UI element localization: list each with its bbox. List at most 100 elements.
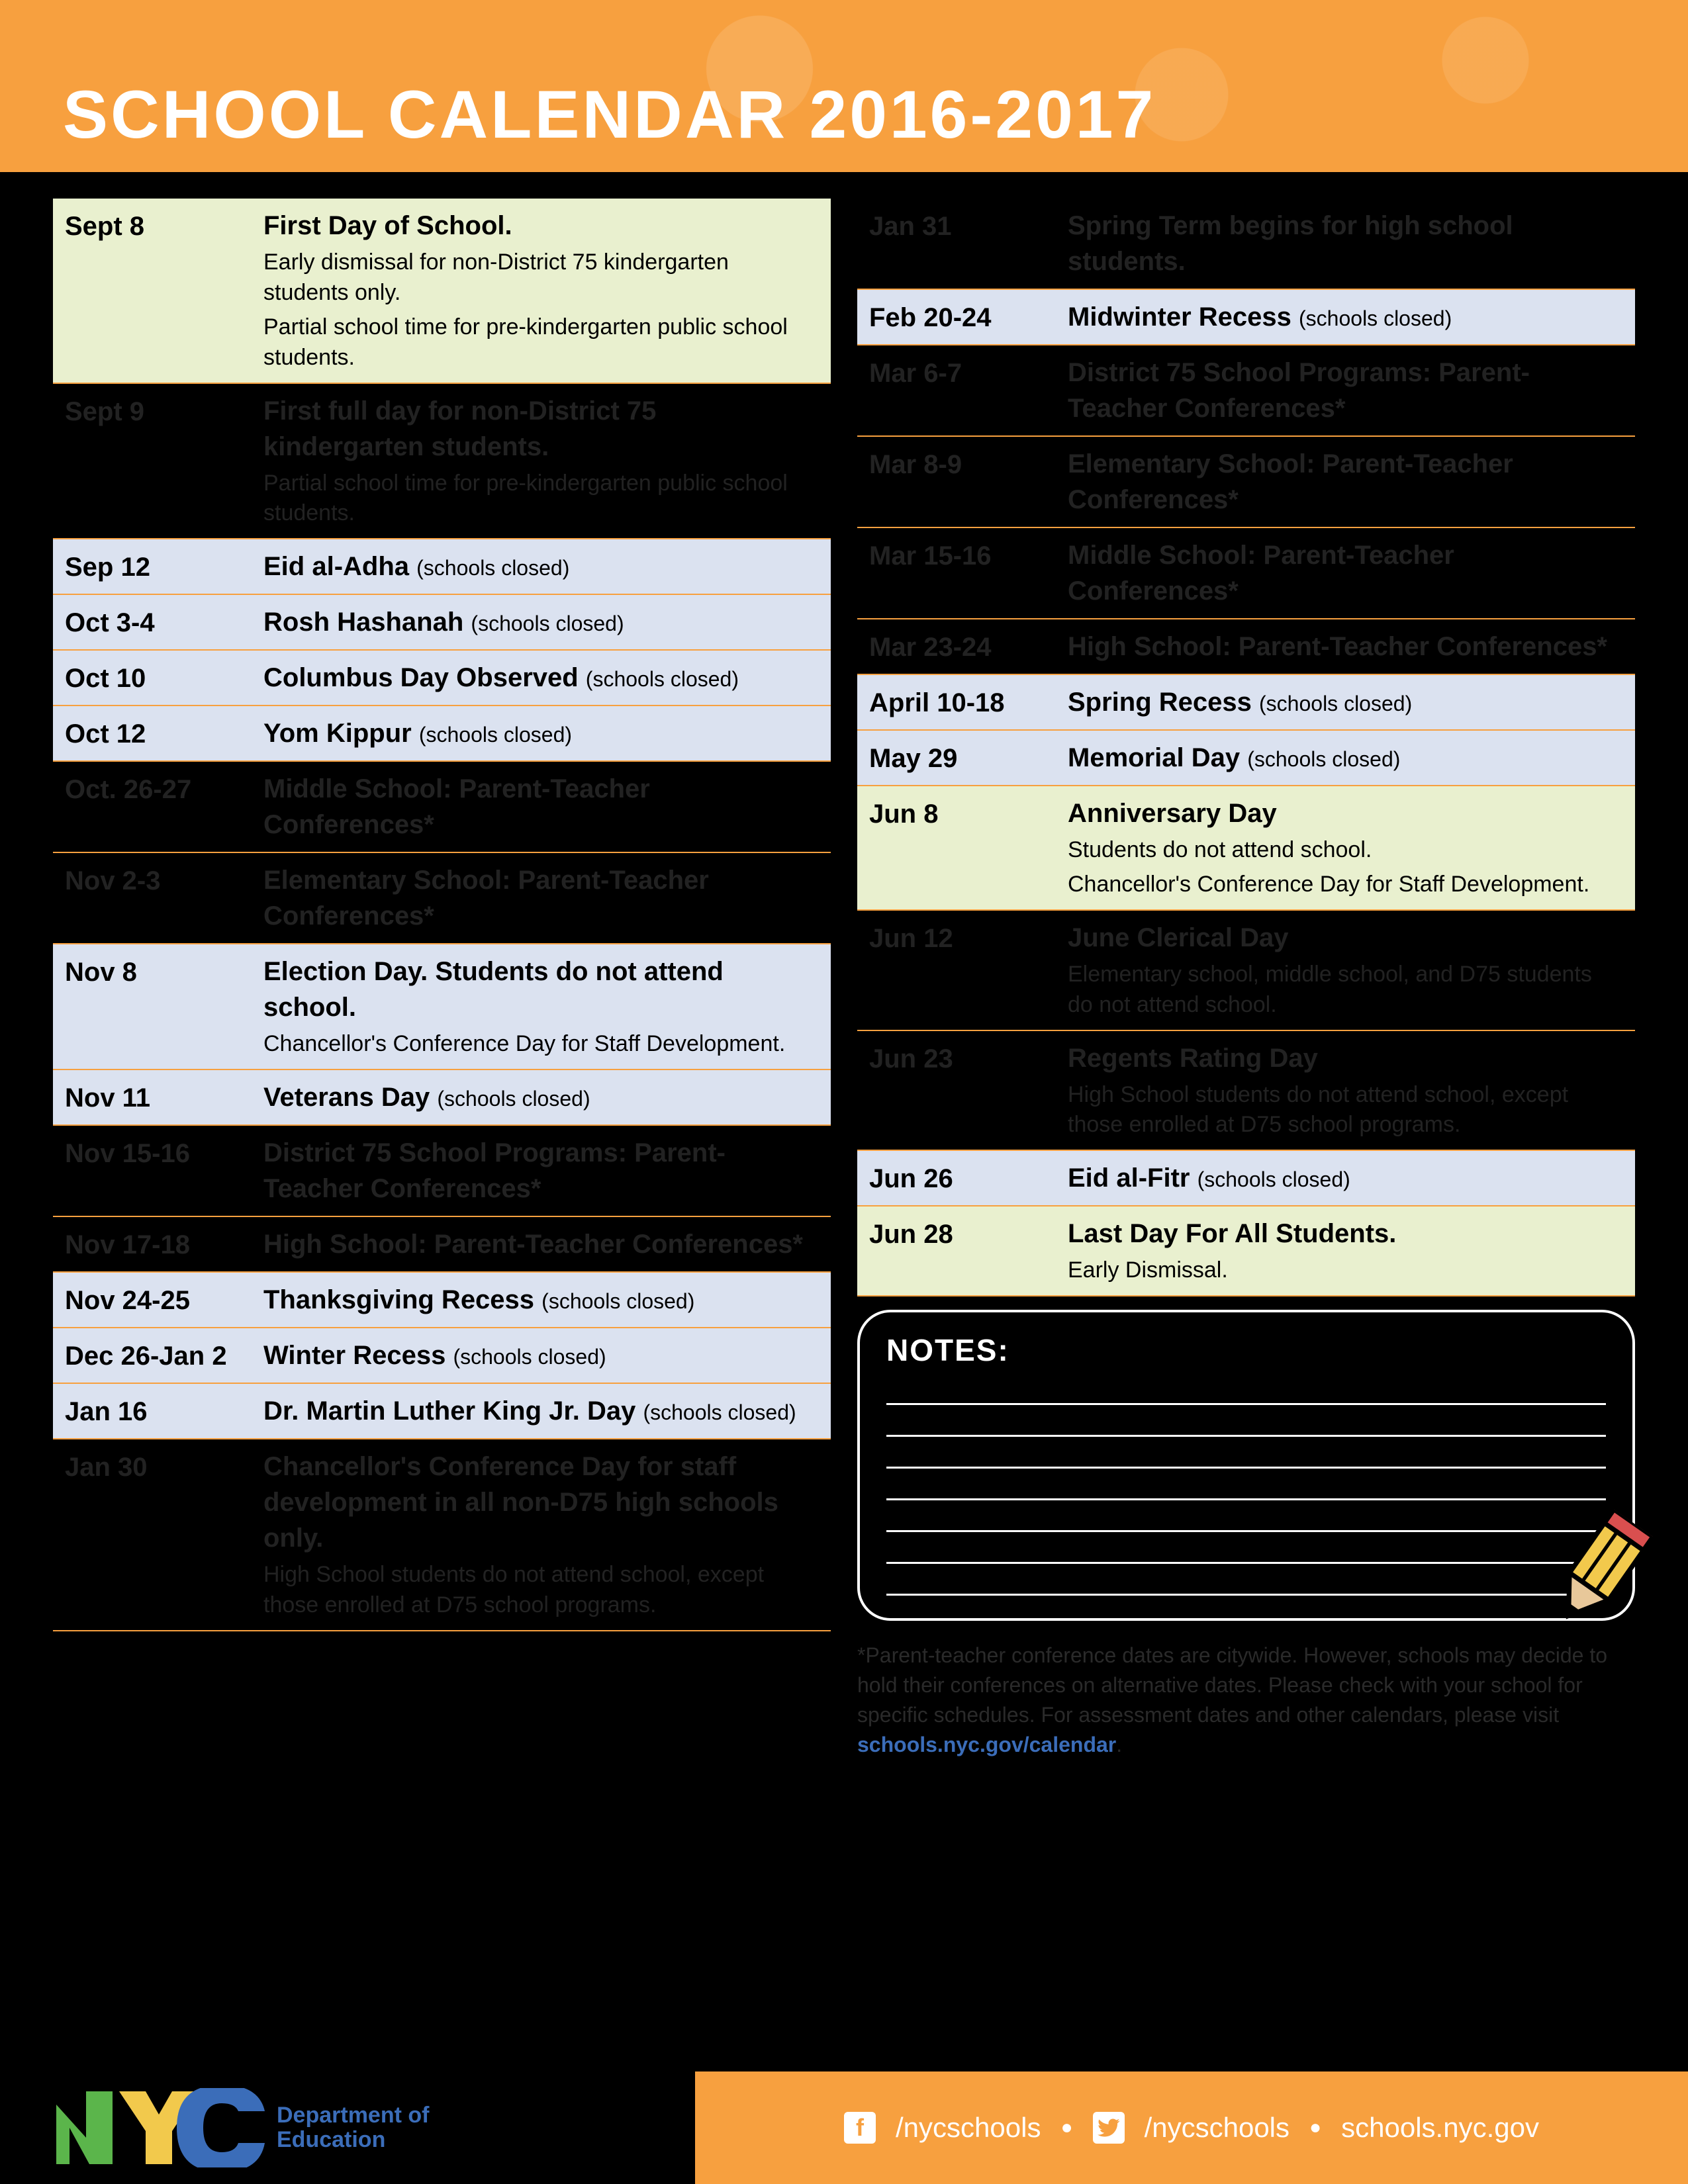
- footnote-text: *Parent-teacher conference dates are cit…: [857, 1643, 1607, 1727]
- closed-note: (schools closed): [1247, 747, 1400, 771]
- description-cell: Election Day. Students do not attend sch…: [263, 954, 819, 1060]
- event-subtext: Students do not attend school.: [1068, 835, 1623, 866]
- event-title: District 75 School Programs: Parent-Teac…: [263, 1138, 726, 1203]
- calendar-row: Jan 31Spring Term begins for high school…: [857, 199, 1635, 290]
- date-cell: Nov 17-18: [65, 1226, 263, 1260]
- event-title: First full day for non-District 75 kinde…: [263, 396, 656, 461]
- calendar-row: Oct 3-4Rosh Hashanah (schools closed): [53, 595, 831, 651]
- description-cell: Yom Kippur (schools closed): [263, 715, 819, 751]
- date-cell: Jun 26: [869, 1160, 1068, 1194]
- description-cell: Eid al-Adha (schools closed): [263, 549, 819, 584]
- description-cell: Rosh Hashanah (schools closed): [263, 604, 819, 640]
- facebook-icon: f: [844, 2112, 876, 2144]
- date-cell: Oct 12: [65, 715, 263, 749]
- date-cell: Mar 15-16: [869, 537, 1068, 571]
- closed-note: (schools closed): [419, 723, 572, 747]
- event-subtext: Partial school time for pre-kindergarten…: [263, 469, 819, 529]
- site-url: schools.nyc.gov: [1341, 2112, 1539, 2144]
- description-cell: Veterans Day (schools closed): [263, 1079, 819, 1115]
- calendar-row: Mar 15-16Middle School: Parent-Teacher C…: [857, 528, 1635, 619]
- event-title: High School: Parent-Teacher Conferences*: [1068, 632, 1607, 661]
- event-title: Regents Rating Day: [1068, 1044, 1318, 1073]
- date-cell: Nov 8: [65, 954, 263, 987]
- right-column: Jan 31Spring Term begins for high school…: [857, 199, 1635, 1759]
- event-title: Winter Recess: [263, 1341, 453, 1370]
- event-title: District 75 School Programs: Parent-Teac…: [1068, 358, 1530, 423]
- calendar-row: Jun 23Regents Rating Day High School stu…: [857, 1031, 1635, 1152]
- calendar-row: Mar 23-24High School: Parent-Teacher Con…: [857, 619, 1635, 675]
- dept-line1: Department of: [277, 2103, 429, 2128]
- description-cell: Regents Rating Day High School students …: [1068, 1040, 1623, 1141]
- calendar-row: Oct 10Columbus Day Observed (schools clo…: [53, 651, 831, 706]
- calendar-columns: Sept 8First Day of School. Early dismiss…: [0, 172, 1688, 1759]
- notes-line: [886, 1500, 1606, 1532]
- nyc-doe-logo: Department of Education: [53, 2088, 429, 2167]
- description-cell: Chancellor's Conference Day for staff de…: [263, 1449, 819, 1621]
- description-cell: Midwinter Recess (schools closed): [1068, 299, 1623, 335]
- event-title: Thanksgiving Recess: [263, 1285, 541, 1314]
- event-title: Rosh Hashanah: [263, 608, 471, 637]
- description-cell: Elementary School: Parent-Teacher Confer…: [1068, 446, 1623, 518]
- description-cell: Middle School: Parent-Teacher Conference…: [263, 771, 819, 842]
- calendar-row: Feb 20-24Midwinter Recess (schools close…: [857, 290, 1635, 345]
- date-cell: Jun 8: [869, 796, 1068, 829]
- calendar-row: Nov 11Veterans Day (schools closed): [53, 1070, 831, 1126]
- header-band: SCHOOL CALENDAR 2016-2017: [0, 0, 1688, 172]
- date-cell: Nov 15-16: [65, 1135, 263, 1169]
- date-cell: Sept 8: [65, 208, 263, 242]
- date-cell: Sep 12: [65, 549, 263, 582]
- notes-line: [886, 1469, 1606, 1500]
- event-title: Eid al-Adha: [263, 552, 416, 581]
- footnote-link[interactable]: schools.nyc.gov/calendar: [857, 1733, 1116, 1756]
- event-title: High School: Parent-Teacher Conferences*: [263, 1230, 803, 1259]
- dept-line2: Education: [277, 2128, 429, 2152]
- description-cell: Spring Term begins for high school stude…: [1068, 208, 1623, 279]
- facebook-handle: /nycschools: [896, 2112, 1041, 2144]
- calendar-row: Nov 8Election Day. Students do not atten…: [53, 944, 831, 1070]
- calendar-row: Sep 12Eid al-Adha (schools closed): [53, 539, 831, 595]
- description-cell: Thanksgiving Recess (schools closed): [263, 1282, 819, 1318]
- closed-note: (schools closed): [416, 556, 569, 580]
- description-cell: District 75 School Programs: Parent-Teac…: [1068, 355, 1623, 426]
- description-cell: Winter Recess (schools closed): [263, 1338, 819, 1373]
- calendar-row: May 29Memorial Day (schools closed): [857, 731, 1635, 786]
- date-cell: Dec 26-Jan 2: [65, 1338, 263, 1371]
- notes-label: NOTES:: [886, 1332, 1606, 1368]
- closed-note: (schools closed): [643, 1400, 796, 1424]
- description-cell: High School: Parent-Teacher Conferences*: [1068, 629, 1623, 664]
- event-title: Chancellor's Conference Day for staff de…: [263, 1452, 778, 1553]
- footer-left: Department of Education: [0, 2071, 695, 2184]
- description-cell: Spring Recess (schools closed): [1068, 684, 1623, 720]
- event-subtext: Chancellor's Conference Day for Staff De…: [1068, 870, 1623, 900]
- separator-dot: ●: [1060, 2116, 1072, 2139]
- calendar-row: Oct. 26-27Middle School: Parent-Teacher …: [53, 762, 831, 853]
- notes-line: [886, 1405, 1606, 1437]
- date-cell: Jun 12: [869, 920, 1068, 954]
- calendar-row: Jan 30Chancellor's Conference Day for st…: [53, 1439, 831, 1631]
- closed-note: (schools closed): [1259, 692, 1412, 715]
- calendar-row: April 10-18Spring Recess (schools closed…: [857, 675, 1635, 731]
- calendar-row: Jun 26Eid al-Fitr (schools closed): [857, 1151, 1635, 1206]
- calendar-row: Jun 8Anniversary Day Students do not att…: [857, 786, 1635, 911]
- description-cell: June Clerical Day Elementary school, mid…: [1068, 920, 1623, 1021]
- event-title: Elementary School: Parent-Teacher Confer…: [1068, 449, 1513, 514]
- event-subtext: Early dismissal for non-District 75 kind…: [263, 248, 819, 308]
- description-cell: First Day of School. Early dismissal for…: [263, 208, 819, 373]
- date-cell: Oct. 26-27: [65, 771, 263, 805]
- event-subtext: Elementary school, middle school, and D7…: [1068, 960, 1623, 1021]
- page-title: SCHOOL CALENDAR 2016-2017: [63, 76, 1156, 154]
- date-cell: Nov 11: [65, 1079, 263, 1113]
- date-cell: Nov 24-25: [65, 1282, 263, 1316]
- event-subtext: High School students do not attend schoo…: [263, 1560, 819, 1621]
- footnote: *Parent-teacher conference dates are cit…: [857, 1641, 1635, 1759]
- calendar-row: Nov 2-3Elementary School: Parent-Teacher…: [53, 853, 831, 944]
- description-cell: District 75 School Programs: Parent-Teac…: [263, 1135, 819, 1206]
- separator-dot: ●: [1309, 2116, 1321, 2139]
- closed-note: (schools closed): [1299, 306, 1452, 330]
- calendar-row: Dec 26-Jan 2Winter Recess (schools close…: [53, 1328, 831, 1384]
- notes-line: [886, 1532, 1606, 1564]
- event-subtext: Partial school time for pre-kindergarten…: [263, 312, 819, 373]
- event-subtext: Chancellor's Conference Day for Staff De…: [263, 1029, 819, 1060]
- event-title: Memorial Day: [1068, 743, 1247, 772]
- calendar-row: Jun 12June Clerical Day Elementary schoo…: [857, 911, 1635, 1031]
